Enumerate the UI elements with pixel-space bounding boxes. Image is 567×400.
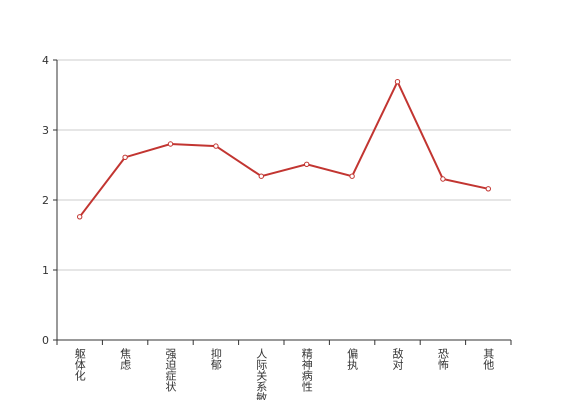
x-tick-label: 敌对 <box>391 347 404 370</box>
point <box>77 214 83 220</box>
y-tick-label: 4 <box>42 54 49 67</box>
point <box>485 186 491 192</box>
point <box>167 141 174 147</box>
point <box>304 161 310 168</box>
x-tick-label: 强迫症状 <box>164 348 177 392</box>
point <box>440 176 446 182</box>
point <box>394 79 401 85</box>
x-tick-label: 躯体化 <box>73 348 86 382</box>
x-tick-label: 偏执 <box>346 347 359 371</box>
point <box>122 154 128 161</box>
point <box>258 173 264 179</box>
y-tick-label: 2 <box>42 194 49 207</box>
y-tick-label: 0 <box>42 334 49 347</box>
x-tick-label: 恐怖 <box>436 348 449 370</box>
y-tick-label: 3 <box>42 124 49 137</box>
line <box>78 79 489 218</box>
x-tick-label: 抑郁 <box>209 347 222 370</box>
point <box>213 143 219 149</box>
y-tick-label: 1 <box>42 264 49 277</box>
x-tick-label: 人际关系敏感 <box>255 348 268 400</box>
x-tick-label: 其他 <box>482 348 495 370</box>
point <box>349 173 355 179</box>
x-tick-label: 精神病性 <box>300 348 313 393</box>
x-tick-label: 焦虑 <box>119 348 132 370</box>
